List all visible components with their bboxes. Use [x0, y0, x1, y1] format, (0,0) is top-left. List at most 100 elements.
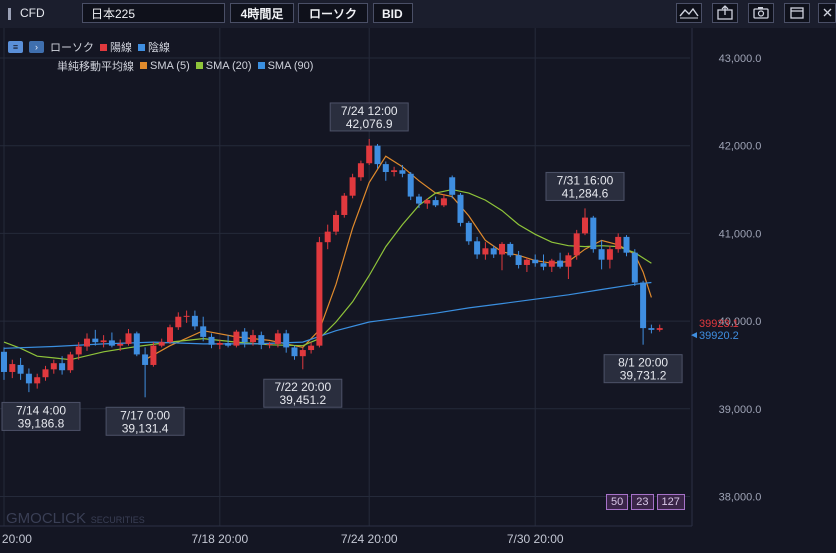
candle-body: [523, 259, 530, 265]
candle: [75, 342, 82, 360]
legend-menu-icon[interactable]: ≡: [8, 40, 23, 53]
candle-body: [125, 333, 132, 344]
annotation-time: 7/14 4:00: [16, 403, 66, 417]
y-tick-label: 39,000.0: [719, 404, 762, 416]
candle: [125, 328, 132, 346]
current-price-marker: [691, 332, 697, 339]
price-side-button[interactable]: BID: [373, 3, 413, 23]
candle-body: [557, 260, 564, 267]
price-chart[interactable]: 43,000.0 42,000.0 41,000.0 40,000.0 39,000.0…: [0, 28, 836, 553]
candle-body: [167, 327, 173, 343]
candle: [573, 229, 580, 260]
candle: [582, 208, 588, 236]
candle-body: [133, 333, 140, 355]
candle-body: [92, 338, 99, 343]
watermark-sub: SECURITIES: [90, 515, 145, 525]
candle-body: [532, 259, 539, 264]
candle: [208, 333, 215, 349]
candle-body: [474, 241, 481, 255]
candle: [316, 236, 323, 348]
y-tick-label: 38,000.0: [719, 492, 762, 504]
candle-body: [50, 363, 57, 370]
chart-type-icon[interactable]: [676, 3, 702, 23]
legend-expand-icon[interactable]: ›: [29, 40, 44, 53]
window-icon[interactable]: [784, 3, 810, 23]
chart-style-button[interactable]: ローソク: [298, 3, 368, 23]
candle-body: [407, 173, 414, 197]
candle: [432, 196, 439, 208]
candle: [357, 160, 364, 181]
candle: [1, 347, 7, 380]
candle: [200, 316, 207, 342]
sma-line: [3, 281, 652, 349]
candle-body: [324, 231, 331, 243]
legend-up-label: 陽線: [110, 41, 132, 54]
candle-body: [241, 331, 248, 343]
candle: [17, 357, 24, 380]
candle: [333, 210, 339, 236]
candle-body: [640, 282, 647, 329]
candle-body: [515, 255, 522, 265]
annotation-value: 39,131.4: [122, 421, 169, 435]
candle-body: [399, 170, 406, 174]
candle-body: [1, 351, 7, 372]
candle: [258, 331, 265, 350]
candle: [606, 245, 613, 269]
candle-body: [482, 248, 489, 255]
candle: [557, 252, 564, 269]
y-tick-label: 40,000.0: [719, 316, 762, 328]
candle: [158, 338, 165, 348]
candle: [366, 138, 373, 165]
symbol-selector[interactable]: 日本225: [82, 3, 225, 23]
candle-body: [349, 177, 356, 196]
candle: [283, 329, 290, 353]
up-color-swatch: [100, 43, 107, 51]
annotation-box: [263, 378, 343, 408]
candle: [465, 221, 472, 245]
annotation-value: 42,076.9: [346, 117, 393, 131]
candle-body: [150, 345, 157, 365]
candle-body: [59, 363, 66, 371]
candle: [25, 368, 32, 393]
candle-body: [183, 315, 190, 317]
legend-ma-label: 単純移動平均線: [57, 60, 134, 73]
sma5-swatch: [140, 61, 147, 69]
timeframe-button[interactable]: 4時間足: [230, 3, 294, 23]
close-icon[interactable]: [818, 3, 836, 23]
candle: [382, 161, 389, 181]
candle: [142, 347, 149, 398]
candle-body: [490, 248, 497, 255]
candle-body: [308, 345, 315, 351]
current-price-label: 39923.1: [699, 318, 739, 330]
candle: [183, 310, 190, 323]
candle: [474, 236, 481, 259]
candle: [299, 347, 306, 370]
annotation-time: 8/1 20:00: [618, 356, 668, 370]
legend-style-label: ローソク: [50, 41, 94, 54]
candle: [233, 329, 240, 348]
legend-sma90-label: SMA (90): [267, 59, 314, 72]
count-badge: 50: [606, 494, 629, 510]
toolbar-marker: [8, 8, 11, 20]
legend-down-item: 陰線: [138, 39, 170, 55]
legend-down-label: 陰線: [148, 41, 170, 54]
candle-body: [449, 177, 456, 195]
legend-sma20-item: SMA (20): [195, 60, 252, 72]
candle: [191, 310, 198, 330]
count-badge: 127: [656, 494, 685, 510]
camera-icon[interactable]: [748, 3, 774, 23]
annotation-box: [545, 171, 625, 201]
annotation-value: 39,186.8: [18, 416, 65, 430]
candle: [407, 172, 414, 201]
candle-body: [142, 354, 149, 365]
candle: [656, 324, 663, 332]
candle-body: [100, 340, 107, 343]
legend-sma5-label: SMA (5): [150, 59, 190, 72]
export-icon[interactable]: [712, 3, 738, 23]
candle-body: [357, 163, 364, 178]
candle: [167, 324, 173, 344]
annotation-value: 41,284.6: [562, 186, 609, 200]
